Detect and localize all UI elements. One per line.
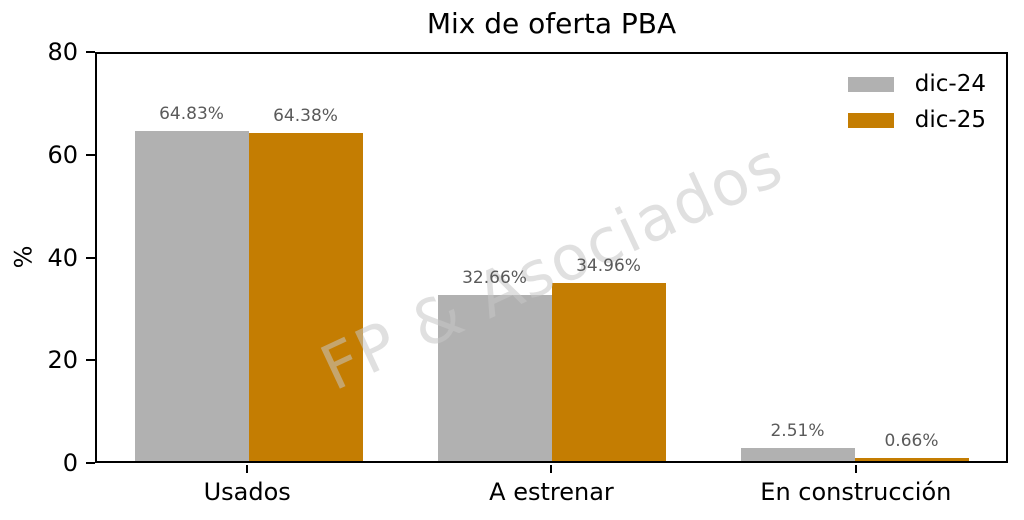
y-tick-mark [86,51,95,53]
y-tick-label: 0 [62,449,78,477]
x-tick-label: En construcción [760,478,952,506]
y-tick-label: 80 [47,38,78,66]
x-tick-label: Usados [203,478,291,506]
bar-value-label: 34.96% [576,256,641,277]
y-tick-label: 20 [47,346,78,375]
legend-item: dic-25 [847,107,986,134]
bar-dic-24: 32.66% [437,268,552,461]
y-tick-label: 60 [47,140,78,169]
x-axis-cell: A estrenar [399,465,703,506]
bar-dic-25: 0.66% [854,431,969,461]
x-tick-mark [550,465,553,473]
bar-group: 32.66% 34.96% [400,54,703,461]
bar-group: 2.51% 0.66% [703,54,1006,461]
y-tick-label: 40 [47,243,78,272]
legend: dic-24 dic-25 [847,71,986,134]
bar-value-label: 32.66% [462,267,527,288]
x-axis-cell: Usados [95,465,399,506]
legend-swatch [847,77,894,93]
y-tick-mark [86,256,95,259]
x-axis-cell: En construcción [704,465,1008,506]
x-tick-label: A estrenar [489,478,614,506]
bar-value-label: 2.51% [770,421,825,442]
bar-value-label: 64.38% [273,106,338,127]
x-tick-mark [246,465,249,473]
legend-item: dic-24 [847,71,986,97]
bar-group: 64.83% 64.38% [97,54,400,461]
bar-dic-25: 34.96% [551,256,666,461]
bar-dic-24: 2.51% [740,421,855,461]
bar-value-label: 0.66% [884,430,939,451]
x-axis: Usados A estrenar En construcción [95,465,1008,506]
bar-groups: 64.83% 64.38% 32.66% 34.96% 2.51% 0.66% [97,54,1006,461]
plot-area: 64.83% 64.38% 32.66% 34.96% 2.51% 0.66% FP & … [95,52,1008,463]
bar-dic-25: 64.38% [248,106,363,461]
legend-label: dic-25 [914,107,986,134]
y-tick-mark [86,359,95,362]
bar-dic-24: 64.83% [134,104,249,461]
y-tick-mark [86,153,95,156]
legend-label: dic-24 [914,71,986,97]
chart-title: Mix de oferta PBA [426,7,677,40]
x-tick-mark [854,465,857,473]
y-tick-mark [86,462,95,464]
bar-value-label: 64.83% [159,104,224,125]
y-axis: 0 20 40 60 80 [0,40,95,475]
legend-swatch [847,113,894,129]
